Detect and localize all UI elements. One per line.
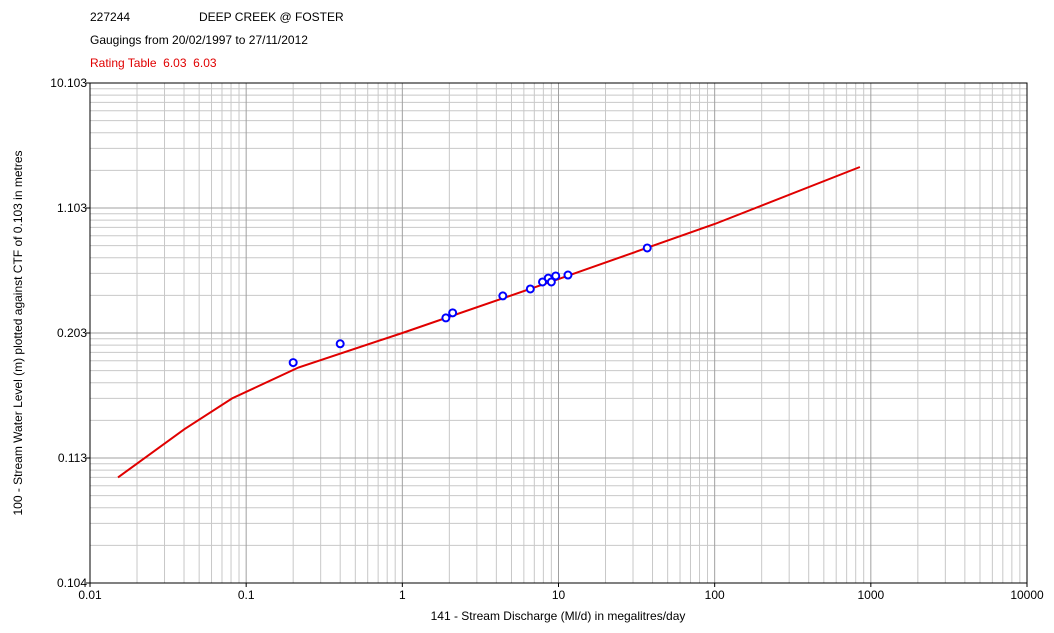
y-tick-label: 0.203 bbox=[57, 326, 87, 340]
y-tick-label: 10.103 bbox=[50, 76, 87, 90]
y-tick-label: 0.104 bbox=[57, 576, 87, 590]
rating-curve bbox=[117, 166, 861, 479]
y-axis-label: 100 - Stream Water Level (m) plotted aga… bbox=[11, 150, 25, 515]
gauging-point bbox=[642, 243, 652, 253]
x-tick-label: 1 bbox=[399, 588, 406, 602]
gauging-point bbox=[546, 277, 556, 287]
x-tick-label: 0.1 bbox=[238, 588, 255, 602]
gauging-point bbox=[335, 339, 345, 349]
y-tick-label: 0.113 bbox=[58, 451, 87, 465]
plot-frame bbox=[89, 82, 1028, 584]
y-tick-label: 1.103 bbox=[57, 201, 87, 215]
x-tick-label: 100 bbox=[705, 588, 725, 602]
rating-label: Rating Table 6.03 6.03 bbox=[90, 56, 217, 70]
gauging-point bbox=[288, 358, 298, 368]
x-tick-label: 10 bbox=[552, 588, 566, 602]
gauging-point bbox=[563, 270, 573, 280]
site-name: DEEP CREEK @ FOSTER bbox=[199, 10, 344, 24]
gauging-point bbox=[525, 284, 535, 294]
gauging-point bbox=[448, 308, 458, 318]
gauging-point bbox=[441, 313, 451, 323]
site-id: 227244 bbox=[90, 10, 130, 24]
x-axis-label: 141 - Stream Discharge (Ml/d) in megalit… bbox=[431, 609, 686, 623]
x-tick-label: 10000 bbox=[1010, 588, 1044, 602]
gauging-point bbox=[551, 271, 561, 281]
x-tick-label: 0.01 bbox=[78, 588, 102, 602]
subtitle: Gaugings from 20/02/1997 to 27/11/2012 bbox=[90, 33, 308, 47]
gauging-point bbox=[498, 291, 508, 301]
x-tick-label: 1000 bbox=[857, 588, 884, 602]
